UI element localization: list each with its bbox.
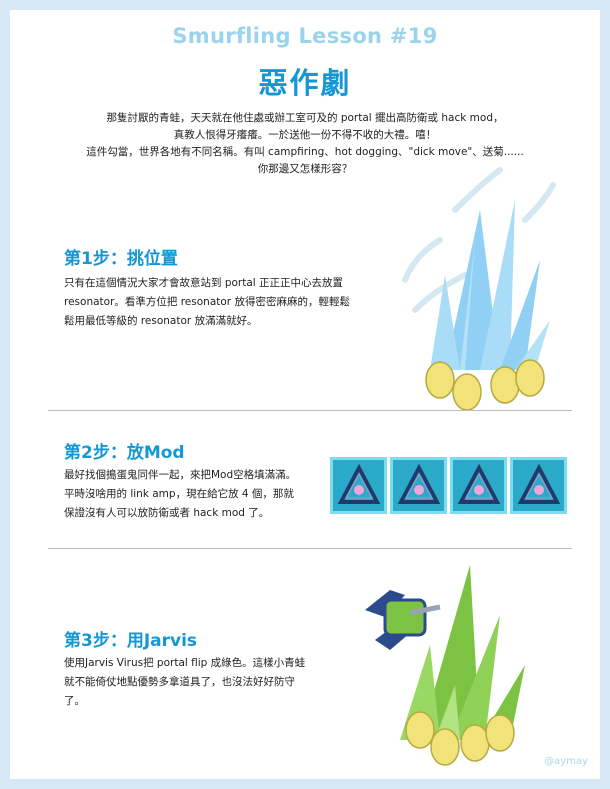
mod-slots [330, 457, 567, 514]
step-2-heading: 第2步：放Mod [64, 443, 185, 463]
intro-paragraph: 那隻討厭的青蛙，天天就在他住處或辦工室可及的 portal 擺出高防衛或 hac… [40, 110, 570, 178]
intro-line: 真教人恨得牙癢癢。一於送他一份不得不收的大禮。嘻！ [173, 129, 437, 141]
author-credit: @aymay [544, 756, 588, 767]
step-1-line: 鬆用最低等級的 resonator 放滿滿就好。 [64, 315, 258, 327]
step-3-line: 就不能倚仗地點優勢多拿道具了，也沒法好好防守 [64, 676, 295, 688]
link-amp-mod-icon [450, 457, 507, 514]
jarvis-virus-icon [365, 590, 441, 650]
divider [48, 548, 572, 549]
step-3-line: 使用Jarvis Virus把 portal flip 成綠色。這樣小青蛙 [64, 657, 306, 669]
link-amp-mod-icon [510, 457, 567, 514]
step-3-heading: 第3步：用Jarvis [64, 631, 198, 651]
link-amp-mod-icon [390, 457, 447, 514]
step-3-body: 使用Jarvis Virus把 portal flip 成綠色。這樣小青蛙 就不… [64, 654, 305, 711]
step-1-body: 只有在這個情況大家才會故意站到 portal 正正正中心去放置 resonato… [64, 274, 350, 331]
link-amp-mod-icon [330, 457, 387, 514]
step-2-line: 平時沒啥用的 link amp，現在給它放 4 個，那就 [64, 488, 294, 500]
step-1-line: 只有在這個情況大家才會故意站到 portal 正正正中心去放置 [64, 277, 344, 289]
divider [48, 410, 572, 411]
intro-line: 這件勾當，世界各地有不同名稱。有叫 campfiring、hot dogging… [86, 146, 524, 158]
step-2-line: 保證沒有人可以放防衛或者 hack mod 了。 [64, 507, 270, 519]
step-1-heading: 第1步：挑位置 [64, 249, 178, 269]
step-2-body: 最好找個搗蛋鬼同伴一起，來把Mod空格填滿滿。 平時沒啥用的 link amp，… [64, 466, 296, 523]
step-2-line: 最好找個搗蛋鬼同伴一起，來把Mod空格填滿滿。 [64, 469, 297, 481]
step-3-line: 了。 [64, 695, 85, 707]
enlightened-portal-icon [365, 565, 525, 766]
intro-line: 你那邊又怎樣形容？ [257, 163, 353, 175]
resistance-portal-icon [402, 167, 556, 411]
lesson-number: Smurfling Lesson #19 [172, 24, 438, 48]
lesson-page: Smurfling Lesson #19 惡作劇 那隻討厭的青蛙，天天就在他住處… [10, 10, 600, 779]
intro-line: 那隻討厭的青蛙，天天就在他住處或辦工室可及的 portal 擺出高防衛或 hac… [106, 112, 504, 124]
page-title: 惡作劇 [258, 66, 352, 100]
step-1-line: resonator。看準方位把 resonator 放得密密麻麻的，輕輕鬆 [64, 296, 350, 308]
